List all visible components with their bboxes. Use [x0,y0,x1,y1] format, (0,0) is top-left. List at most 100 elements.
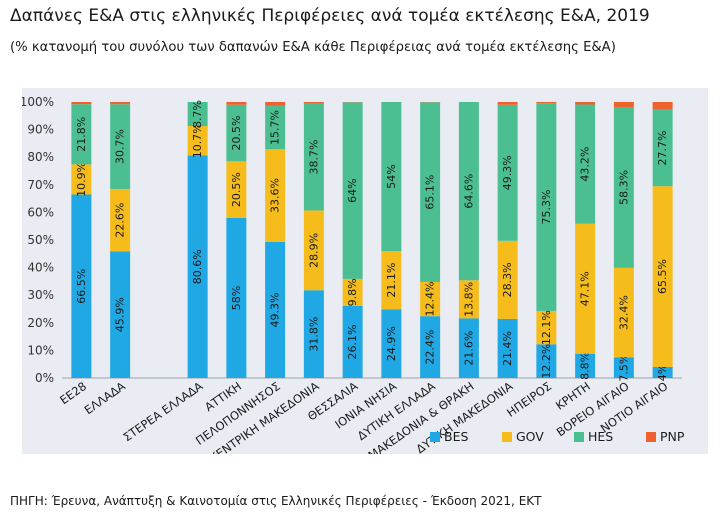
data-label: 8.8% [579,352,592,380]
bar-segment-hes [71,104,92,165]
data-label: 75.3% [540,190,553,225]
legend-label: BES [444,429,468,444]
y-tick-label: 0% [35,371,54,385]
bar-segment-hes [265,105,286,150]
data-label: 21.8% [75,117,88,152]
data-label: 12.1% [540,310,553,345]
bar-segment-gov [458,280,479,319]
bar-segment-gov [420,281,441,317]
data-label: 64% [346,178,359,202]
data-label: 22.4% [424,330,437,365]
stacked-bar-chart: 0% 10% 20% 30% 40% 50% 60% 70% 80% 90% 100% 66.5% 10… [20,95,685,504]
legend-label: HES [588,429,613,444]
data-label: 24.9% [385,326,398,361]
data-label: 64.6% [462,174,475,209]
data-label: 21.1% [385,263,398,298]
y-tick-label: 30% [27,288,54,302]
y-tick-label: 60% [27,205,54,219]
bar-segment-hes [536,103,557,311]
data-label: 7.5% [617,354,630,382]
legend-swatch-hes [574,432,584,442]
data-label: 22.6% [114,203,127,238]
legend-label: GOV [516,429,544,444]
data-label: 32.4% [617,295,630,330]
x-tick-label: ΗΠΕΙΡΟΣ [504,379,554,420]
bar-segment-hes [226,104,247,162]
bar-segment-hes [652,109,673,187]
bar-segment-gov [497,240,518,319]
data-label: 31.8% [307,317,320,352]
bar-segment-pnp [575,102,596,105]
bar-segment-hes [187,102,208,127]
y-tick-label: 80% [27,150,54,164]
chart-subtitle: (% κατανομή του συνόλου των δαπανών Ε&Α … [10,40,616,55]
legend-swatch-pnp [646,432,656,442]
bar-segment-pnp [613,102,634,107]
y-tick-label: 40% [27,261,54,275]
bar-segment-bes [226,217,247,378]
data-label: 49.3% [269,292,282,327]
bar-segment-gov [613,267,634,358]
data-label: 38.7% [307,140,320,175]
bar-segment-bes [613,357,634,378]
data-label: 27.7% [656,130,669,165]
y-tick-label: 20% [27,316,54,330]
x-tick-label: ΣΤΕΡΕΑ ΕΛΛΑΔΑ [120,379,205,444]
chart-title: Δαπάνες Ε&Α στις ελληνικές Περιφέρειες α… [10,6,650,26]
data-label: 80.6% [191,249,204,284]
data-label: 58.3% [617,170,630,205]
data-label: 15.7% [269,110,282,145]
bar-segment-bes [381,309,402,378]
data-label: 12.2% [540,344,553,379]
bar-segment-pnp [110,102,131,105]
bar-segment-bes [536,344,557,378]
data-label: 45.9% [114,297,127,332]
legend-swatch-bes [430,432,440,442]
bar-segment-gov [575,223,596,354]
bar-segment-bes [110,251,131,378]
y-tick-label: 50% [27,233,54,247]
bar-segment-gov [265,149,286,242]
data-label: 20.5% [230,172,243,207]
bar-segment-hes [381,102,402,252]
bar-segment-bes [342,305,363,378]
bar-segment-gov [187,126,208,156]
bar-segment-bes [420,316,441,378]
data-label: 13.8% [462,282,475,317]
bar-segment-bes [303,290,324,378]
data-label: 21.4% [501,331,514,366]
y-tick-label: 100% [22,95,54,109]
bar-segment-pnp [226,102,247,105]
data-label: 28.3% [501,262,514,297]
bar-segment-hes [110,104,131,189]
bar-segment-pnp [265,102,286,106]
bar-segment-bes [71,194,92,378]
data-label: 28.9% [307,233,320,268]
data-label: 33.6% [269,178,282,213]
bar-segment-hes [575,104,596,224]
x-tick-label: ΕΛΛΑΔΑ [82,379,128,417]
data-label: 47.1% [579,271,592,306]
bar-segment-pnp [497,102,518,105]
data-label: 9.8% [346,278,359,306]
data-label: 20.5% [230,116,243,151]
data-label: 30.7% [114,129,127,164]
bar-segment-gov [71,164,92,195]
bar-segment-hes [613,106,634,268]
bar-segment-gov [110,188,131,252]
bar-segment-gov [652,186,673,367]
data-label: 54% [385,164,398,188]
source-note: ΠΗΓΗ: Έρευνα, Ανάπτυξη & Καινοτομία στις… [10,494,542,508]
data-label: 65.5% [656,259,669,294]
bar-segment-gov [226,161,247,218]
legend-swatch-gov [502,432,512,442]
data-label: 10.9% [75,162,88,197]
data-label: 10.7% [191,123,204,158]
bar-segment-hes [497,104,518,241]
data-label: 65.1% [424,175,437,210]
data-label: 43.2% [579,147,592,182]
data-label: 8.7% [191,100,204,128]
bar-segment-gov [303,210,324,291]
data-label: 12.4% [424,282,437,317]
bar-segment-hes [420,102,441,282]
